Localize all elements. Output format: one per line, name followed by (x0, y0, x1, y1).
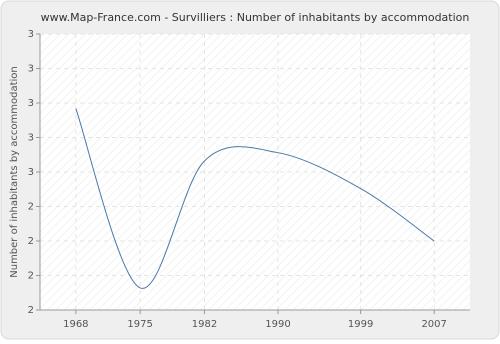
y-tick-label: 2 (28, 202, 34, 213)
y-tick-label: 2 (28, 271, 34, 282)
y-tick-label: 2 (28, 236, 34, 247)
x-tick-label: 1999 (348, 319, 373, 330)
y-tick-label: 3 (28, 133, 34, 144)
x-tick-label: 1975 (127, 319, 152, 330)
plot-area (40, 34, 470, 310)
y-tick-label: 3 (28, 98, 34, 109)
y-tick-label: 3 (28, 64, 34, 75)
x-tick-label: 1968 (63, 319, 88, 330)
chart-title: www.Map-France.com - Survilliers : Numbe… (41, 11, 470, 24)
y-tick-label: 3 (28, 167, 34, 178)
x-tick-label: 2007 (421, 319, 446, 330)
y-axis-label: Number of inhabitants by accommodation (9, 66, 20, 278)
y-tick-label: 2 (28, 305, 34, 316)
x-tick-label: 1982 (192, 319, 217, 330)
y-tick-label: 3 (28, 29, 34, 40)
x-tick-label: 1990 (265, 319, 290, 330)
line (75, 108, 435, 289)
